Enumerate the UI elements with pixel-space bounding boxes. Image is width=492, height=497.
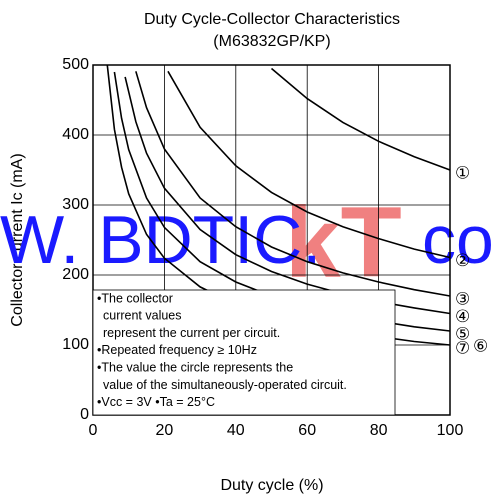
watermark: co — [422, 202, 492, 278]
y-tick-label: 0 — [80, 406, 89, 423]
chart-title: Duty Cycle-Collector Characteristics — [144, 11, 400, 28]
x-tick-label: 80 — [370, 422, 388, 439]
note: •The value the circle represents the — [97, 360, 293, 374]
note: value of the simultaneously-operated cir… — [103, 378, 347, 392]
y-tick-label: 100 — [62, 336, 89, 353]
curve — [270, 67, 451, 171]
chart-subtitle: (M63832GP/KP) — [213, 33, 330, 50]
x-tick-label: 60 — [298, 422, 316, 439]
notes-background — [92, 289, 396, 416]
note: •Repeated frequency ≥ 10Hz — [97, 343, 257, 357]
y-tick-label: 200 — [62, 266, 89, 283]
notes-box: •The collector current values represent th… — [92, 289, 396, 416]
curve-label: ④ — [455, 307, 470, 326]
curve-label: ⑦ — [455, 338, 470, 357]
note: represent the current per circuit. — [103, 326, 280, 340]
note: current values — [103, 309, 182, 323]
y-tick-label: 400 — [62, 126, 89, 143]
curve-label: ③ — [455, 289, 470, 308]
curve — [135, 71, 451, 297]
x-tick-label: 0 — [89, 422, 98, 439]
annotation: ⑥ — [473, 336, 488, 355]
y-axis-label: Collector current Ic (mA) — [9, 153, 26, 326]
x-axis-label: Duty cycle (%) — [220, 477, 323, 494]
watermark: W. BDTIC. — [0, 202, 321, 278]
note: •Vcc = 3V •Ta = 25°C — [97, 395, 215, 409]
y-tick-label: 500 — [62, 56, 89, 73]
curve — [167, 70, 451, 259]
curve-label: ⑤ — [455, 324, 470, 343]
x-tick-label: 100 — [437, 422, 464, 439]
x-tick-label: 20 — [156, 422, 174, 439]
note: •The collector — [97, 291, 173, 305]
curve-label: ② — [455, 251, 470, 270]
curve-label: ① — [455, 163, 470, 182]
y-tick-label: 300 — [62, 196, 89, 213]
x-tick-label: 40 — [227, 422, 245, 439]
